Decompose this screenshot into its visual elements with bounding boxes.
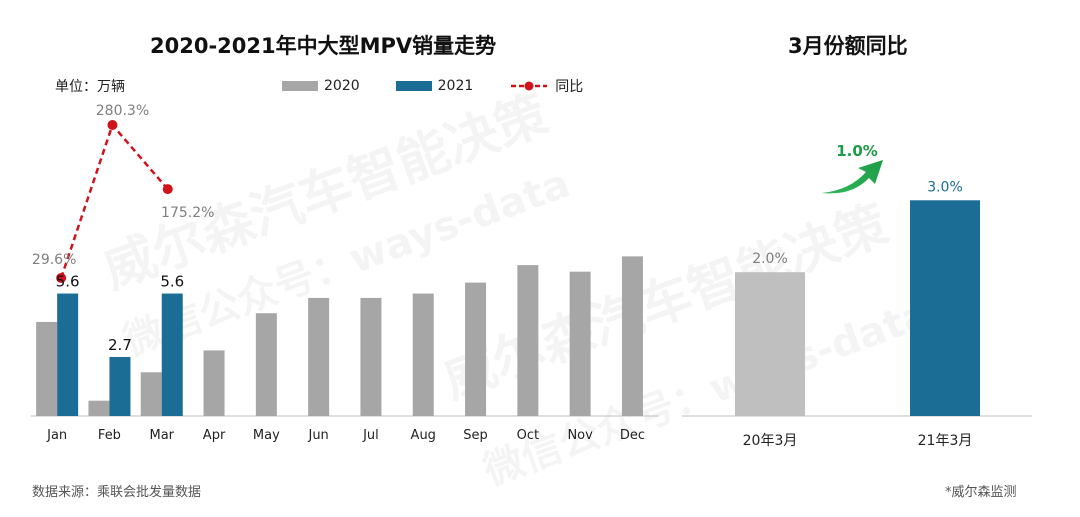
x-tick-label: Jun <box>307 428 328 443</box>
x-tick-label: Sep <box>463 428 488 443</box>
legend-line-yoy <box>509 79 549 93</box>
bar-2020-mar <box>140 372 162 416</box>
bar-2020-apr <box>203 350 225 416</box>
x-tick-label: Apr <box>203 428 226 443</box>
x-tick-label: Oct <box>517 428 539 443</box>
x-tick-label: Nov <box>567 428 593 443</box>
data-label-2021-jan: 5.6 <box>56 273 80 291</box>
bar-2021-mar <box>161 293 183 416</box>
bar-2020-may <box>255 313 277 416</box>
x-tick-label: Jan <box>46 428 67 443</box>
legend-item-yoy: 同比 <box>509 76 583 96</box>
unit-label: 单位：万辆 <box>55 79 125 95</box>
legend-item-2021: 2021 <box>395 78 474 94</box>
share-category-label: 20年3月 <box>743 433 798 449</box>
legend-label-yoy: 同比 <box>555 79 584 95</box>
data-label-2021-feb: 2.7 <box>108 336 132 354</box>
x-tick-label: Jul <box>362 428 379 443</box>
legend-swatch-2021 <box>395 81 432 91</box>
x-tick-label: Dec <box>620 428 645 443</box>
share-delta-label: 1.0% <box>836 142 878 160</box>
legend-swatch-2020 <box>282 81 318 91</box>
bar-2020-jun <box>308 297 330 416</box>
legend-label-2021: 2021 <box>437 78 474 94</box>
bar-2020-jul <box>360 297 382 416</box>
bar-2020-dec <box>621 256 643 416</box>
share-label-2021-mar: 3.0% <box>927 179 963 195</box>
monitor-note: *威尔森监测 <box>945 485 1017 500</box>
yoy-point-feb <box>107 120 118 130</box>
data-source-note: 数据来源：乘联会批发量数据 <box>32 485 202 500</box>
share-bar-2021-mar <box>910 200 980 416</box>
x-tick-label: Feb <box>98 428 121 443</box>
bar-2020-jan <box>36 321 58 416</box>
bar-2021-jan <box>57 293 79 416</box>
data-label-2021-mar: 5.6 <box>160 273 184 291</box>
share-bar-2020-mar <box>735 272 805 416</box>
bar-2020-oct <box>517 265 539 416</box>
bar-2020-feb <box>88 400 110 416</box>
x-tick-label: May <box>253 428 280 443</box>
legend: 2020 2021 同比 <box>282 76 619 96</box>
bar-2020-nov <box>569 271 591 416</box>
bar-2021-feb <box>109 356 131 416</box>
bar-2020-aug <box>412 293 434 416</box>
x-tick-label: Aug <box>411 428 436 443</box>
yoy-point-jan <box>56 273 67 283</box>
yoy-label-feb: 280.3% <box>96 103 149 119</box>
yoy-line <box>59 122 169 279</box>
x-tick-label: Mar <box>149 428 174 443</box>
yoy-label-jan: 29.6% <box>32 252 76 268</box>
share-label-2020-mar: 2.0% <box>752 251 788 267</box>
bar-2020-sep <box>465 282 487 416</box>
legend-item-2020: 2020 <box>282 78 360 94</box>
increase-arrow-icon <box>822 160 883 194</box>
yoy-point-mar <box>162 184 173 195</box>
yoy-label-mar: 175.2% <box>161 205 214 221</box>
legend-label-2020: 2020 <box>324 78 360 94</box>
left-chart-title: 2020-2021年中大型MPV销量走势 <box>150 34 497 58</box>
right-chart-title: 3月份额同比 <box>788 34 908 58</box>
share-category-label: 21年3月 <box>918 433 973 449</box>
